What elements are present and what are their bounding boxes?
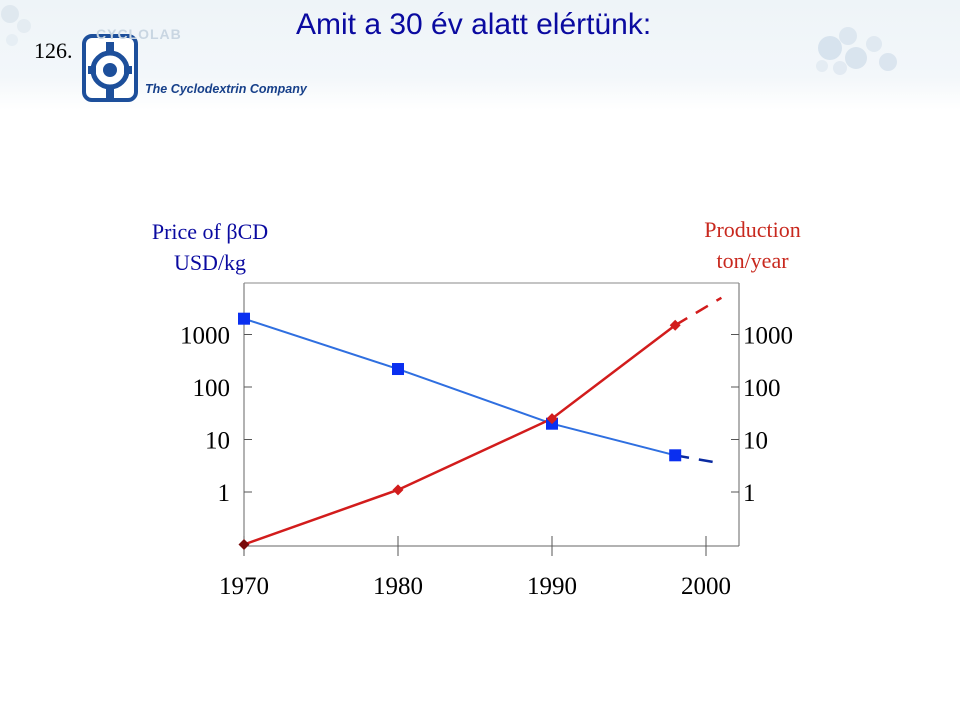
- right-axis-tick-label: 100: [743, 375, 781, 402]
- series-marker-diamond: [546, 413, 558, 425]
- series-marker-square: [392, 363, 404, 376]
- x-axis-tick-label: 1990: [527, 573, 577, 600]
- series-marker-diamond: [238, 539, 250, 550]
- left-axis-label-line1: Price of βCD: [151, 219, 269, 244]
- molecule-decoration: [816, 27, 897, 75]
- left-axis-label-line2: USD/kg: [173, 250, 247, 275]
- left-axis-tick-label: 1000: [180, 323, 230, 350]
- series-marker-diamond: [669, 319, 681, 331]
- series-line-left: [243, 317, 676, 457]
- x-axis-tick-label: 1980: [373, 573, 423, 600]
- left-axis-tick-label: 1: [218, 480, 231, 507]
- series-line-right: [243, 324, 676, 546]
- x-axis-tick-label: 1970: [219, 573, 269, 600]
- series-marker-square: [669, 449, 682, 462]
- right-axis-label-line1: Production: [704, 217, 801, 242]
- right-axis-tick-label: 10: [743, 428, 768, 455]
- series-projection-right: [674, 296, 723, 327]
- logo-wordmark: CYCLOLAB: [96, 26, 182, 42]
- bubble-decoration-left: [1, 5, 31, 46]
- slide-title: Amit a 30 év alatt elértünk:: [296, 8, 652, 41]
- series-marker-square: [238, 312, 250, 325]
- series-marker-diamond: [392, 484, 404, 496]
- axes: [243, 282, 740, 547]
- left-axis-tick-label: 100: [193, 375, 231, 402]
- right-axis-label-line2: ton/year: [716, 248, 789, 273]
- series-projection-left: [674, 454, 722, 465]
- slide-number: 126.: [34, 38, 73, 63]
- logo-tagline: The Cyclodextrin Company: [145, 82, 307, 96]
- right-axis-tick-label: 1000: [743, 323, 793, 350]
- x-axis-tick-label: 2000: [681, 573, 731, 600]
- tick-labels: 1 10 100 1000 1 10 100 1000 1970 1980 1990 2000: [180, 323, 793, 601]
- left-axis-tick-label: 10: [205, 428, 230, 455]
- series-markers: [238, 312, 682, 550]
- header-banner: CYCLOLAB The Cyclodextrin Company 126. A…: [0, 0, 960, 110]
- left-axis-label: Price of βCD USD/kg: [120, 216, 300, 278]
- right-axis-tick-label: 1: [743, 480, 756, 507]
- cyclodextrin-ring-icon: [82, 34, 138, 102]
- series-lines: [243, 296, 723, 546]
- right-axis-label: Production ton/year: [655, 214, 850, 276]
